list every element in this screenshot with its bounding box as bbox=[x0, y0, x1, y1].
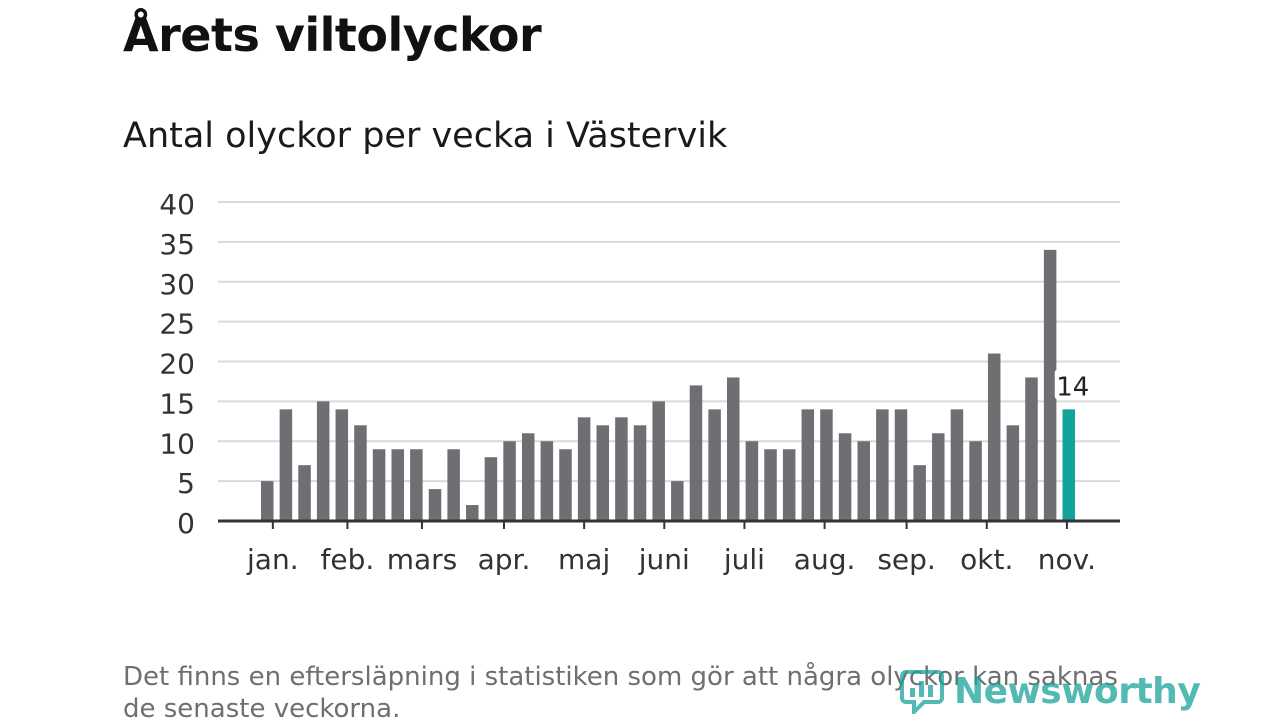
bar bbox=[428, 489, 442, 521]
annotations: 14 bbox=[1054, 369, 1091, 402]
bar bbox=[391, 449, 404, 521]
data-label-highlight: 14 bbox=[1056, 372, 1089, 402]
bars bbox=[261, 249, 1076, 521]
y-tick-label: 10 bbox=[159, 427, 195, 460]
bar bbox=[727, 377, 740, 521]
bar bbox=[801, 409, 815, 521]
bar bbox=[1025, 377, 1038, 521]
bar bbox=[559, 449, 572, 521]
x-tick-label: aug. bbox=[794, 543, 856, 576]
x-axis: jan. feb. mars apr. maj juni juli aug. sep. okt. n… bbox=[218, 519, 1120, 576]
bar bbox=[633, 425, 647, 521]
chart-subtitle: Antal olyckor per vecka i Västervik bbox=[123, 116, 728, 156]
x-tick-label: maj bbox=[558, 543, 610, 576]
bar-highlight bbox=[1062, 409, 1076, 521]
bar bbox=[372, 449, 386, 521]
x-tick-label: mars bbox=[387, 543, 458, 576]
x-tick-label: feb. bbox=[321, 543, 375, 576]
bar bbox=[410, 449, 423, 521]
y-tick-label: 40 bbox=[159, 188, 195, 221]
bar bbox=[521, 433, 535, 521]
bar bbox=[484, 457, 498, 521]
data-label-background bbox=[1054, 369, 1091, 400]
y-axis-ticks: 0 5 10 15 20 25 30 35 40 bbox=[159, 188, 195, 540]
bar bbox=[932, 433, 945, 521]
bar bbox=[596, 425, 610, 521]
bar bbox=[913, 465, 926, 521]
footnote: Det finns en eftersläpning i statistiken… bbox=[123, 662, 1118, 724]
y-tick-label: 25 bbox=[159, 308, 195, 341]
bar bbox=[316, 401, 330, 521]
chart-title: Årets viltolyckor bbox=[123, 8, 542, 62]
bar bbox=[969, 441, 982, 521]
y-tick-label: 20 bbox=[159, 348, 195, 381]
bar bbox=[876, 409, 889, 521]
bar bbox=[1006, 425, 1020, 521]
bar bbox=[447, 449, 460, 521]
bar bbox=[261, 481, 274, 521]
x-tick-label: juli bbox=[723, 543, 765, 576]
x-tick-label: okt. bbox=[960, 543, 1013, 576]
bar bbox=[279, 409, 293, 521]
x-tick-label: apr. bbox=[478, 543, 531, 576]
bar bbox=[987, 353, 1001, 521]
bar bbox=[671, 481, 684, 521]
y-tick-label: 0 bbox=[177, 507, 195, 540]
bar bbox=[894, 409, 908, 521]
bar bbox=[782, 449, 796, 521]
bar bbox=[615, 417, 628, 521]
bar bbox=[354, 425, 367, 521]
bar bbox=[652, 401, 665, 521]
x-tick-label: jan. bbox=[246, 543, 299, 576]
bar bbox=[764, 449, 777, 521]
bar bbox=[577, 417, 591, 521]
newsworthy-wordmark: Newsworthy bbox=[954, 670, 1201, 712]
bar bbox=[503, 441, 516, 521]
gridlines bbox=[218, 201, 1120, 483]
bar bbox=[1043, 249, 1057, 521]
bar bbox=[298, 465, 311, 521]
y-tick-label: 5 bbox=[177, 467, 195, 500]
bar bbox=[540, 441, 554, 521]
bar bbox=[689, 385, 703, 521]
bar bbox=[838, 433, 852, 521]
bar bbox=[708, 409, 721, 521]
y-tick-label: 30 bbox=[159, 268, 195, 301]
y-tick-label: 35 bbox=[159, 228, 195, 261]
x-tick-label: sep. bbox=[877, 543, 936, 576]
bar bbox=[466, 505, 479, 521]
bar bbox=[857, 441, 870, 521]
bar bbox=[820, 409, 833, 521]
y-tick-label: 15 bbox=[159, 387, 195, 420]
newsworthy-logo-icon bbox=[900, 670, 944, 714]
bar bbox=[950, 409, 964, 521]
bar bbox=[335, 409, 349, 521]
x-tick-label: nov. bbox=[1038, 543, 1096, 576]
newsworthy-logo[interactable]: Newsworthy bbox=[900, 668, 1201, 714]
x-tick-label: juni bbox=[638, 543, 690, 576]
bar bbox=[745, 441, 759, 521]
